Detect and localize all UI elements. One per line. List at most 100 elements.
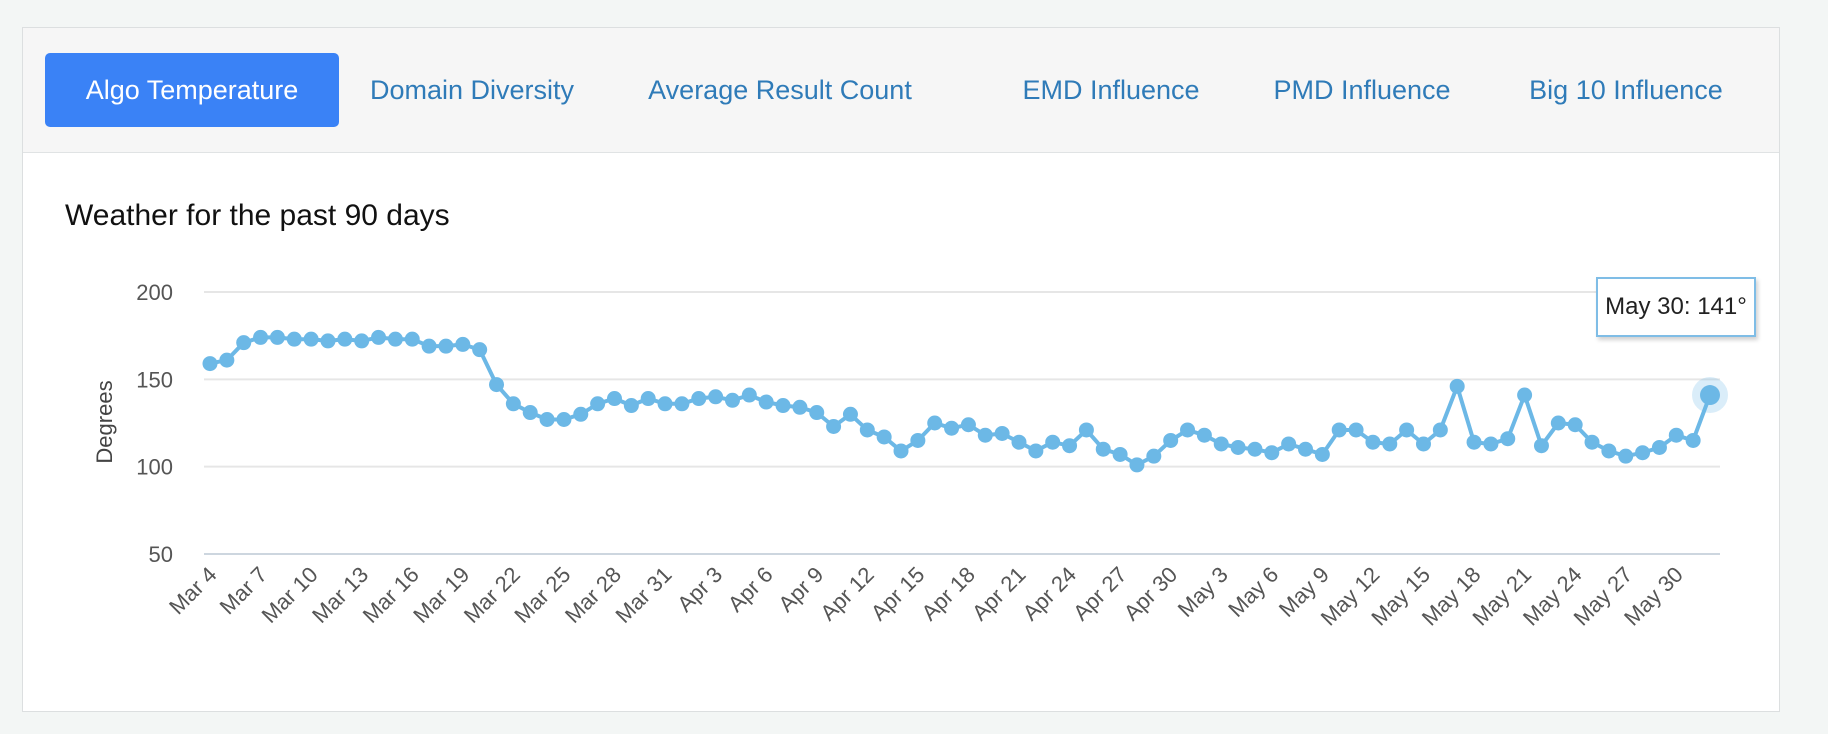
- data-point[interactable]: [842, 406, 858, 422]
- data-point[interactable]: [1230, 439, 1246, 455]
- data-point[interactable]: [438, 338, 454, 354]
- data-point[interactable]: [505, 396, 521, 412]
- data-point[interactable]: [960, 417, 976, 433]
- data-point[interactable]: [253, 329, 269, 345]
- data-point[interactable]: [1163, 432, 1179, 448]
- data-point[interactable]: [1112, 446, 1128, 462]
- data-point[interactable]: [337, 331, 353, 347]
- data-point[interactable]: [387, 331, 403, 347]
- data-point[interactable]: [640, 391, 656, 407]
- data-point[interactable]: [1298, 441, 1314, 457]
- data-point[interactable]: [1213, 436, 1229, 452]
- data-point[interactable]: [1180, 422, 1196, 438]
- data-point[interactable]: [1635, 445, 1651, 461]
- data-point[interactable]: [1146, 448, 1162, 464]
- data-point[interactable]: [876, 429, 892, 445]
- data-point[interactable]: [1365, 434, 1381, 450]
- data-point[interactable]: [826, 418, 842, 434]
- data-point[interactable]: [404, 331, 420, 347]
- data-point[interactable]: [573, 406, 589, 422]
- data-point[interactable]: [1567, 417, 1583, 433]
- data-point[interactable]: [775, 398, 791, 414]
- data-point[interactable]: [1399, 422, 1415, 438]
- data-point[interactable]: [539, 412, 555, 428]
- tab-algo-temperature[interactable]: Algo Temperature: [45, 53, 339, 127]
- data-point[interactable]: [522, 405, 538, 421]
- data-point[interactable]: [489, 377, 505, 393]
- data-point[interactable]: [927, 415, 943, 431]
- data-point[interactable]: [1348, 422, 1364, 438]
- data-point[interactable]: [1550, 415, 1566, 431]
- data-point[interactable]: [556, 412, 572, 428]
- data-point[interactable]: [1314, 446, 1330, 462]
- data-point[interactable]: [1668, 427, 1684, 443]
- data-point[interactable]: [657, 396, 673, 412]
- data-point[interactable]: [1095, 441, 1111, 457]
- data-point[interactable]: [455, 336, 471, 352]
- data-point[interactable]: [1584, 434, 1600, 450]
- data-point[interactable]: [606, 391, 622, 407]
- data-point[interactable]: [236, 335, 252, 351]
- data-point[interactable]: [994, 425, 1010, 441]
- data-point[interactable]: [724, 392, 740, 408]
- data-point[interactable]: [977, 427, 993, 443]
- data-point[interactable]: [758, 394, 774, 410]
- data-point[interactable]: [674, 396, 690, 412]
- data-point[interactable]: [1045, 434, 1061, 450]
- data-point[interactable]: [202, 356, 218, 372]
- data-point[interactable]: [1196, 427, 1212, 443]
- data-point[interactable]: [1264, 445, 1280, 461]
- data-point[interactable]: [1062, 438, 1078, 454]
- data-point[interactable]: [708, 389, 724, 405]
- data-point[interactable]: [1449, 378, 1465, 394]
- data-point[interactable]: [1011, 434, 1027, 450]
- x-tick-label: Apr 6: [723, 562, 778, 617]
- data-point[interactable]: [1700, 385, 1720, 406]
- data-point[interactable]: [354, 333, 370, 349]
- data-point[interactable]: [1651, 439, 1667, 455]
- data-point[interactable]: [1028, 443, 1044, 459]
- data-point[interactable]: [371, 329, 387, 345]
- data-point[interactable]: [320, 333, 336, 349]
- tab-domain-diversity[interactable]: Domain Diversity: [369, 75, 575, 105]
- data-point[interactable]: [910, 432, 926, 448]
- data-point[interactable]: [1415, 436, 1431, 452]
- data-point[interactable]: [1517, 387, 1533, 403]
- data-point[interactable]: [809, 405, 825, 421]
- data-point[interactable]: [741, 387, 757, 403]
- data-point[interactable]: [1382, 436, 1398, 452]
- data-point[interactable]: [1432, 422, 1448, 438]
- data-point[interactable]: [1078, 422, 1094, 438]
- tab-pmd-influence[interactable]: PMD Influence: [1273, 75, 1451, 105]
- data-point[interactable]: [859, 422, 875, 438]
- x-tick-label: May 6: [1223, 562, 1283, 622]
- data-point[interactable]: [1281, 436, 1297, 452]
- tab-average-result-count[interactable]: Average Result Count: [648, 75, 912, 105]
- data-point[interactable]: [286, 331, 302, 347]
- data-point[interactable]: [303, 331, 319, 347]
- data-point[interactable]: [269, 329, 285, 345]
- data-point[interactable]: [1685, 432, 1701, 448]
- data-point[interactable]: [219, 352, 235, 368]
- tab-emd-influence[interactable]: EMD Influence: [1022, 75, 1200, 105]
- data-point[interactable]: [1500, 431, 1516, 447]
- data-point[interactable]: [1331, 422, 1347, 438]
- data-point[interactable]: [1618, 448, 1634, 464]
- data-point[interactable]: [944, 420, 960, 436]
- data-point[interactable]: [623, 398, 639, 414]
- data-point[interactable]: [590, 396, 606, 412]
- data-point[interactable]: [893, 443, 909, 459]
- data-point[interactable]: [421, 338, 437, 354]
- tab-big-10-influence[interactable]: Big 10 Influence: [1529, 75, 1723, 105]
- series-points: [202, 329, 1728, 473]
- data-point[interactable]: [472, 342, 488, 358]
- data-point[interactable]: [1129, 457, 1145, 473]
- data-point[interactable]: [691, 391, 707, 407]
- data-point[interactable]: [1466, 434, 1482, 450]
- data-point[interactable]: [1601, 443, 1617, 459]
- data-point[interactable]: [1483, 436, 1499, 452]
- data-point[interactable]: [1247, 441, 1263, 457]
- data-point[interactable]: [792, 399, 808, 415]
- data-point[interactable]: [1533, 438, 1549, 454]
- chart-title: Weather for the past 90 days: [65, 199, 450, 232]
